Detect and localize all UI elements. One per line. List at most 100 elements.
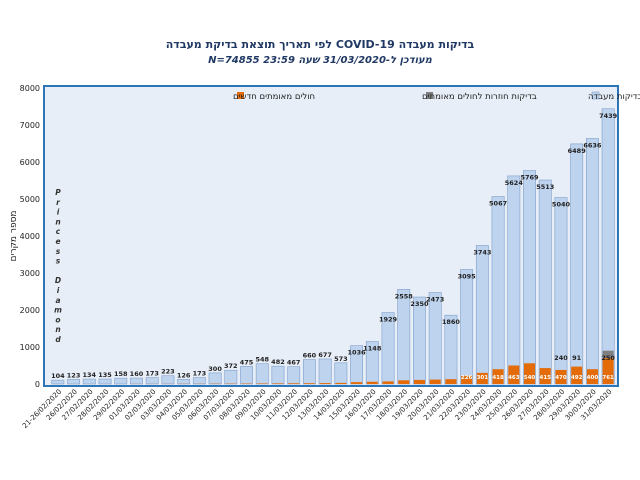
plot-area: [43, 85, 619, 387]
data-label-tested: 467: [287, 359, 301, 367]
data-label-new-cases: 761: [602, 375, 614, 381]
bar-new-cases: [586, 369, 598, 384]
data-label-tested: 160: [130, 370, 144, 378]
annotation-letter: n: [55, 325, 60, 334]
bar-tested: [287, 366, 301, 385]
data-label-tested: 6636: [583, 141, 602, 149]
bar-tested: [67, 379, 81, 385]
bar-new-cases: [272, 383, 284, 384]
bar-new-cases: [366, 381, 378, 384]
data-label-tested: 6489: [568, 147, 587, 155]
data-label-tested: 3095: [458, 272, 477, 280]
legend-swatch: [591, 91, 600, 100]
bar-tested: [51, 379, 65, 385]
bar-tested: [98, 378, 112, 385]
data-label-new-cases: 470: [555, 375, 567, 381]
bar-tested: [601, 108, 615, 385]
annotation-letter: o: [55, 315, 60, 324]
annotation-letter: r: [56, 198, 61, 207]
y-tick-label: 0: [35, 380, 40, 389]
data-label-tested: 173: [145, 370, 159, 378]
bar-tested: [585, 138, 599, 385]
bar-tested: [538, 179, 552, 385]
annotation-letter: s: [56, 247, 61, 256]
bar-tested: [523, 170, 536, 385]
data-label-tested: 126: [177, 371, 191, 379]
annotation-letter: m: [54, 306, 62, 315]
data-label-tested: 1929: [379, 316, 398, 324]
data-label-tested: 1148: [363, 345, 382, 353]
bar-tested: [460, 269, 474, 385]
bar-tested: [255, 363, 269, 385]
bar-tested: [334, 362, 348, 385]
bar-new-cases: [288, 383, 300, 384]
bar-tested: [145, 377, 159, 385]
bar-tested: [491, 196, 505, 385]
chart-subtitle: מעודכן ל-31/03/2020 שעה 23:59 N=74855: [208, 55, 432, 66]
y-tick-label: 2000: [20, 306, 40, 315]
bar-tested: [82, 378, 96, 385]
bar-tested: [114, 377, 128, 385]
y-tick-label: 7000: [20, 121, 40, 130]
data-label-tested: 223: [161, 368, 175, 376]
data-label-tested: 123: [67, 371, 81, 379]
data-label-tested: 173: [193, 370, 207, 378]
data-label-tested: 660: [303, 352, 317, 360]
bar-new-cases: [413, 379, 426, 384]
annotation-letter: i: [57, 208, 60, 217]
annotation-letter: P: [55, 188, 61, 197]
bar-tested: [271, 365, 285, 385]
annotation-letter: c: [56, 227, 61, 236]
bar-new-cases: [256, 383, 268, 384]
bar-new-cases: [382, 381, 394, 384]
bar-new-cases: [571, 366, 583, 384]
data-label-tested: 573: [334, 355, 348, 363]
bar-new-cases: [319, 383, 331, 384]
annotation-letter: n: [55, 217, 60, 226]
chart-title: בדיקות מעבדה COVID-19 לפי תאריך תוצאת בד…: [165, 38, 475, 51]
annotation-letter: i: [57, 286, 60, 295]
y-axis-label: מספר מקרים: [9, 210, 19, 261]
data-label-new-cases: 301: [477, 375, 489, 381]
bar-tested: [177, 379, 191, 385]
bar-new-cases: [429, 379, 441, 384]
legend-label: חולים מאומתים חדשים: [233, 92, 315, 102]
annotation-letter: e: [55, 237, 60, 246]
bar-tested: [224, 369, 238, 385]
data-label-tested: 135: [98, 371, 112, 379]
y-tick-label: 8000: [20, 84, 40, 93]
bar-new-cases: [539, 368, 551, 384]
y-tick-label: 3000: [20, 269, 40, 278]
bar-new-cases: [351, 382, 363, 384]
data-label-retests: 240: [554, 354, 568, 362]
bar-tested: [570, 143, 584, 385]
bar-tested: [397, 289, 411, 385]
data-label-tested: 1860: [442, 318, 461, 326]
data-label-new-cases: 463: [508, 375, 520, 381]
data-label-new-cases: 540: [524, 375, 536, 381]
annotation-letter: d: [55, 335, 61, 344]
data-label-retests: 250: [601, 354, 615, 362]
y-tick-label: 4000: [20, 232, 40, 241]
data-label-tested: 158: [114, 370, 128, 378]
data-label-new-cases: 226: [461, 375, 473, 381]
bar-retests: [602, 350, 614, 359]
bar-new-cases: [555, 369, 567, 384]
bar-tested: [240, 366, 253, 385]
data-label-tested: 1036: [348, 349, 367, 357]
bar-new-cases: [476, 372, 488, 384]
bar-new-cases: [335, 382, 347, 384]
data-label-tested: 2558: [395, 292, 414, 300]
legend-label: בדיקות חוזרות לחולים מאומתים: [422, 92, 537, 102]
data-label-new-cases: 415: [540, 375, 552, 381]
data-label-tested: 372: [224, 362, 238, 370]
data-label-new-cases: 400: [587, 375, 599, 381]
data-label-tested: 5513: [536, 183, 554, 191]
data-label-tested: 5067: [489, 200, 507, 208]
bar-new-cases: [508, 365, 520, 384]
legend-swatch: [237, 92, 244, 99]
data-label-tested: 104: [51, 372, 65, 380]
data-label-tested: 5040: [552, 201, 571, 209]
